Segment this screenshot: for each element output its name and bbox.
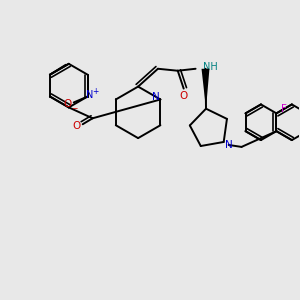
Text: N: N — [225, 140, 232, 150]
Text: N: N — [152, 92, 159, 103]
Text: −: − — [72, 104, 78, 113]
Text: O: O — [73, 121, 81, 131]
Text: +: + — [92, 87, 99, 96]
Text: NH: NH — [202, 62, 217, 72]
Polygon shape — [202, 69, 209, 109]
Text: O: O — [64, 99, 72, 110]
Text: F: F — [281, 104, 287, 114]
Text: O: O — [180, 91, 188, 100]
Text: N: N — [86, 89, 93, 100]
